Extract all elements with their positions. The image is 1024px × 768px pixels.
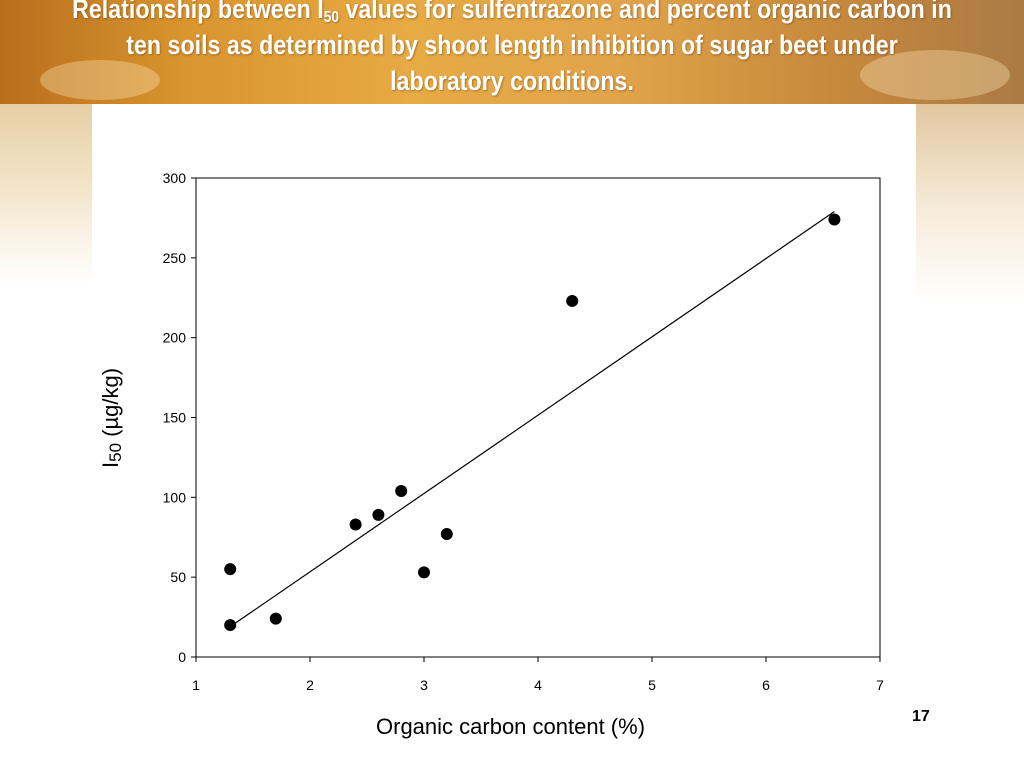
data-point — [372, 508, 385, 521]
chart-panel: 0 50 100 150 200 250 300 1 2 3 4 5 6 7 — [92, 104, 916, 768]
x-tick-label: 3 — [420, 677, 428, 693]
y-axis-label-sub: 50 — [106, 442, 125, 462]
y-tick-label: 0 — [178, 649, 186, 665]
slide-title: Relationship between I50 values for sulf… — [72, 0, 953, 99]
trend-line — [229, 211, 835, 628]
title-subscript: 50 — [323, 9, 340, 26]
data-point — [828, 213, 841, 226]
data-point — [349, 518, 362, 531]
x-tick-label: 7 — [876, 677, 884, 693]
y-tick-label: 50 — [170, 569, 186, 585]
data-point — [224, 619, 237, 632]
x-tick-label: 5 — [648, 677, 656, 693]
x-tick-label: 6 — [762, 677, 770, 693]
x-tick-label: 4 — [534, 677, 542, 693]
page-number: 17 — [912, 708, 930, 725]
data-point — [418, 566, 430, 579]
left-decoration — [0, 104, 92, 284]
banner-decoration — [40, 60, 160, 100]
title-banner: Relationship between I50 values for sulf… — [0, 0, 1024, 104]
x-tick-label: 2 — [306, 677, 314, 693]
right-decoration — [916, 104, 1024, 304]
y-tick-label: 250 — [163, 250, 187, 266]
scatter-chart: 0 50 100 150 200 250 300 1 2 3 4 5 6 7 — [163, 170, 884, 693]
data-point — [269, 612, 282, 625]
title-text-rest: values for sulfentrazone and percent org… — [126, 0, 952, 96]
x-tick-label: 1 — [192, 677, 200, 693]
y-tick-label: 200 — [163, 330, 187, 346]
y-axis-label-wrapper: I50 (µg/kg) — [98, 368, 126, 468]
data-point — [440, 528, 453, 541]
data-point — [224, 563, 237, 576]
x-axis-label: Organic carbon content (%) — [376, 714, 646, 739]
y-tick-label: 100 — [163, 489, 187, 505]
y-tick-label: 300 — [163, 170, 187, 186]
plot-frame — [195, 177, 881, 658]
y-axis-label-main: I — [98, 461, 123, 468]
data-point — [566, 294, 579, 307]
y-axis-label-unit: (µg/kg) — [98, 367, 123, 443]
banner-decoration — [860, 50, 1010, 100]
title-text: Relationship between I — [72, 0, 324, 24]
data-point — [395, 484, 408, 497]
y-axis-label: I50 (µg/kg) — [98, 368, 126, 468]
y-tick-label: 150 — [163, 410, 187, 426]
